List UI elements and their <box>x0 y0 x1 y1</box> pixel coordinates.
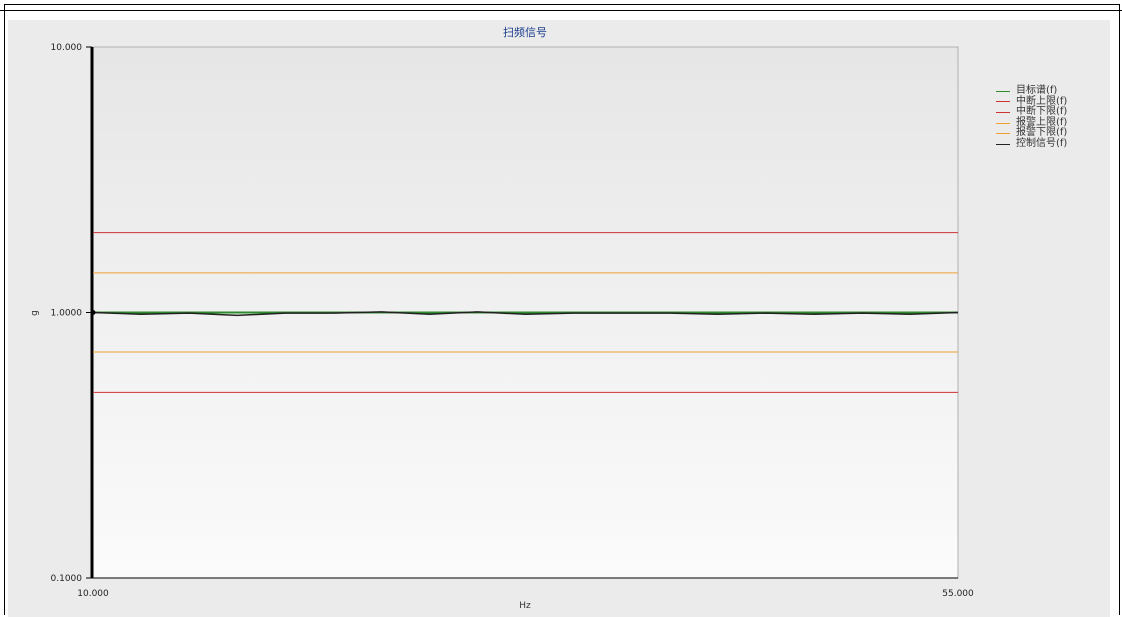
legend-label: 中断上限(f) <box>1016 95 1068 107</box>
legend-item: 中断下限(f) <box>996 107 1067 118</box>
tick-layer: 10.000 1.0000 0.1000 10.000 55.000 <box>51 43 975 599</box>
legend-label: 中断下限(f) <box>1016 106 1068 118</box>
y-tick-label: 10.000 <box>51 43 83 53</box>
x-tick-label: 55.000 <box>942 589 974 599</box>
top-border-line <box>0 10 1122 11</box>
y-tick-label: 1.0000 <box>51 309 83 319</box>
chart-title: 扫频信号 <box>503 25 547 39</box>
legend-label: 目标谱(f) <box>1016 85 1058 96</box>
legend-label: 控制信号(f) <box>1016 137 1068 149</box>
x-axis-label: Hz <box>519 601 531 611</box>
legend-item: 中断上限(f) <box>996 95 1068 108</box>
legend-label: 报警上限(f) <box>1016 116 1068 128</box>
legend-swatch <box>996 90 1010 92</box>
legend-swatch <box>996 122 1010 124</box>
series-layer <box>90 232 959 393</box>
legend-item: 目标谱(f) <box>996 85 1067 97</box>
legend-label: 报警下限(f) <box>1016 127 1068 139</box>
legend-item: 报警上限(f) <box>996 116 1068 129</box>
legend-swatch <box>996 111 1010 113</box>
legend-swatch <box>996 101 1010 103</box>
y-tick-label: 0.1000 <box>51 574 83 584</box>
series-line-5 <box>92 311 959 317</box>
chart-legend: 目标谱(f) 中断上限(f) 中断下限(f) 报警上限(f) 报警下限(f) 控制信号(f… <box>996 85 1068 150</box>
legend-item: 报警下限(f) <box>996 128 1067 139</box>
x-tick-label: 10.000 <box>77 589 109 599</box>
outer-frame <box>4 4 1120 615</box>
legend-swatch <box>996 133 1010 135</box>
legend-swatch <box>996 143 1010 145</box>
legend-item: 控制信号(f) <box>996 137 1068 150</box>
y-axis-label: g <box>30 310 40 316</box>
control-start-point <box>90 310 96 315</box>
